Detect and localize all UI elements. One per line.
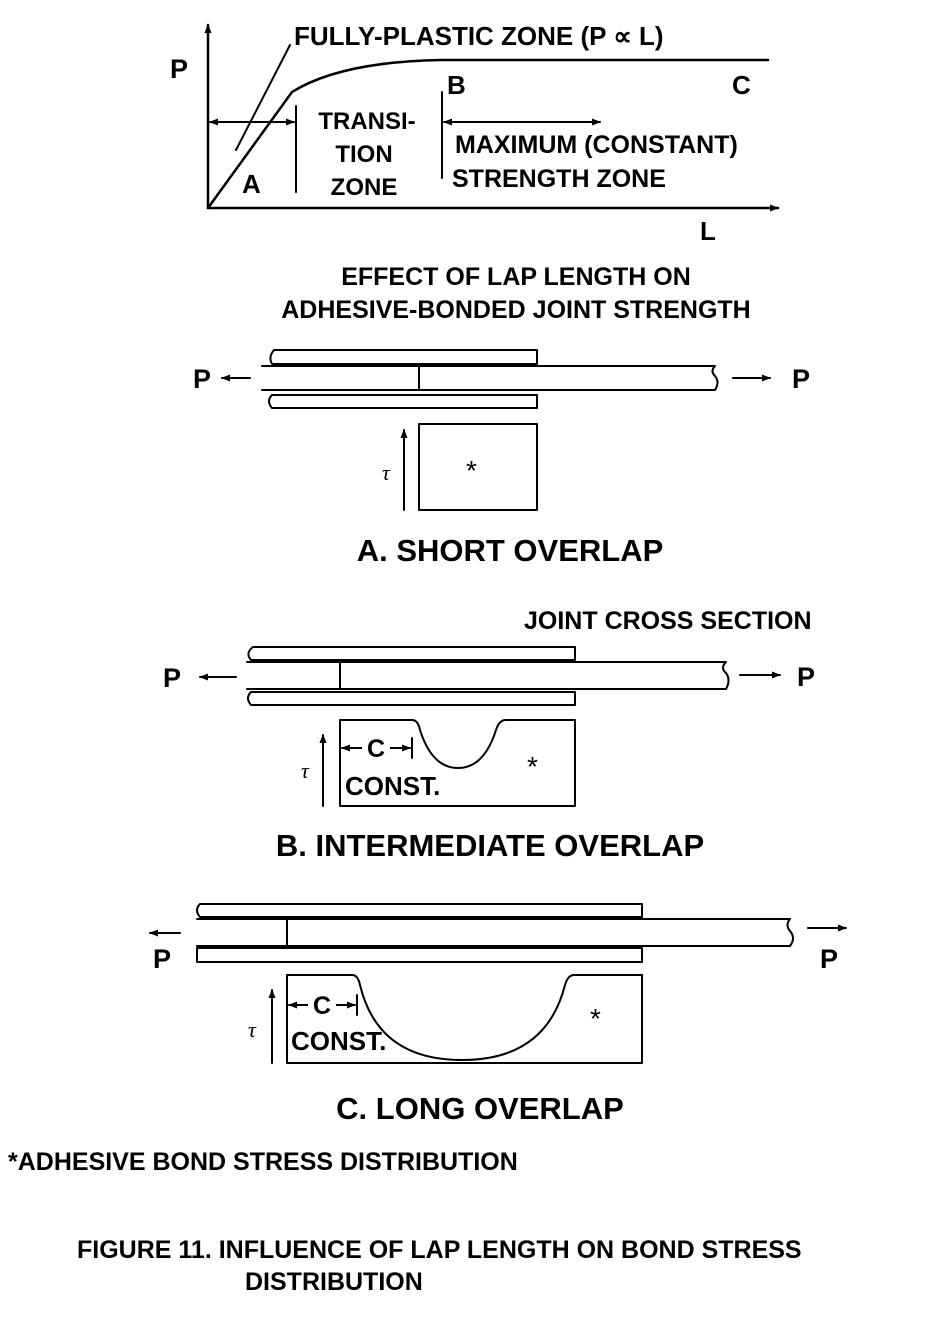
- intermediate-load-left: P: [163, 663, 181, 693]
- long-c-mask: [308, 992, 336, 1018]
- intermediate-main-plate: [246, 661, 730, 690]
- short-tau-label: τ: [382, 460, 391, 485]
- long-joint-cross-section: [196, 903, 794, 963]
- short-bottom-strap: [268, 394, 538, 409]
- long-bottom-strap: [196, 947, 643, 963]
- long-load-left: P: [153, 944, 171, 974]
- stress-distribution-footnote: *ADHESIVE BOND STRESS DISTRIBUTION: [8, 1148, 518, 1176]
- fully-plastic-zone-label: FULLY-PLASTIC ZONE (P ∝ L): [294, 21, 664, 51]
- long-tau-label: τ: [248, 1017, 257, 1042]
- intermediate-overlap-panel: JOINT CROSS SECTION P P τ C CONST. * B. …: [163, 607, 815, 863]
- short-joint-cross-section: [261, 349, 719, 409]
- long-stress-distribution: [286, 974, 643, 1064]
- long-load-right: P: [820, 944, 838, 974]
- intermediate-bottom-strap: [247, 691, 576, 706]
- intermediate-top-strap: [247, 646, 576, 661]
- point-a-label: A: [242, 169, 261, 199]
- long-const-c: C: [313, 992, 331, 1020]
- long-stress-asterisk: *: [590, 1003, 601, 1034]
- fully-plastic-leader: [235, 44, 291, 151]
- short-overlap-panel: P P τ * A. SHORT OVERLAP: [193, 349, 810, 568]
- short-stress-asterisk: *: [466, 455, 477, 486]
- intermediate-stress-distribution: [339, 719, 576, 807]
- long-main-plate: [196, 918, 794, 947]
- intermediate-load-right: P: [797, 662, 815, 692]
- graph-caption-line-2: ADHESIVE-BONDED JOINT STRENGTH: [281, 296, 750, 324]
- short-stress-distribution: [418, 423, 538, 511]
- intermediate-joint-cross-section: [246, 646, 730, 706]
- intermediate-tau-label: τ: [301, 758, 310, 783]
- max-zone-line-1: MAXIMUM (CONSTANT): [455, 131, 738, 159]
- short-load-right: P: [792, 364, 810, 394]
- figure-caption-line-1: FIGURE 11. INFLUENCE OF LAP LENGTH ON BO…: [77, 1236, 802, 1264]
- short-load-left: P: [193, 364, 211, 394]
- intermediate-stress-asterisk: *: [527, 751, 538, 782]
- joint-cross-section-label: JOINT CROSS SECTION: [524, 607, 812, 635]
- l-axis-label: L: [700, 216, 716, 246]
- figure-caption-line-2: DISTRIBUTION: [245, 1268, 423, 1296]
- short-main-plate: [261, 365, 719, 391]
- long-overlap-panel: P P τ C CONST. * C. LONG OVERLAP: [149, 903, 847, 1126]
- intermediate-overlap-title: B. INTERMEDIATE OVERLAP: [276, 828, 704, 863]
- intermediate-const-label: CONST.: [345, 771, 440, 801]
- long-top-strap: [196, 903, 643, 918]
- intermediate-const-c: C: [367, 735, 385, 763]
- transition-zone-line-2: TION: [335, 141, 392, 168]
- point-b-label: B: [447, 70, 466, 100]
- short-overlap-title: A. SHORT OVERLAP: [357, 533, 664, 568]
- short-top-strap: [269, 349, 538, 365]
- strength-graph: P FULLY-PLASTIC ZONE (P ∝ L) A B C TRANS…: [170, 21, 780, 324]
- transition-zone-line-3: ZONE: [331, 174, 398, 201]
- long-const-label: CONST.: [291, 1026, 386, 1056]
- max-zone-line-2: STRENGTH ZONE: [452, 165, 666, 193]
- strength-curve: [206, 58, 770, 210]
- intermediate-c-mask: [362, 735, 390, 761]
- p-axis-label: P: [170, 54, 188, 84]
- long-overlap-title: C. LONG OVERLAP: [336, 1091, 624, 1126]
- transition-zone-line-1: TRANSI-: [318, 108, 415, 135]
- point-c-label: C: [732, 70, 751, 100]
- graph-caption-line-1: EFFECT OF LAP LENGTH ON: [341, 263, 691, 291]
